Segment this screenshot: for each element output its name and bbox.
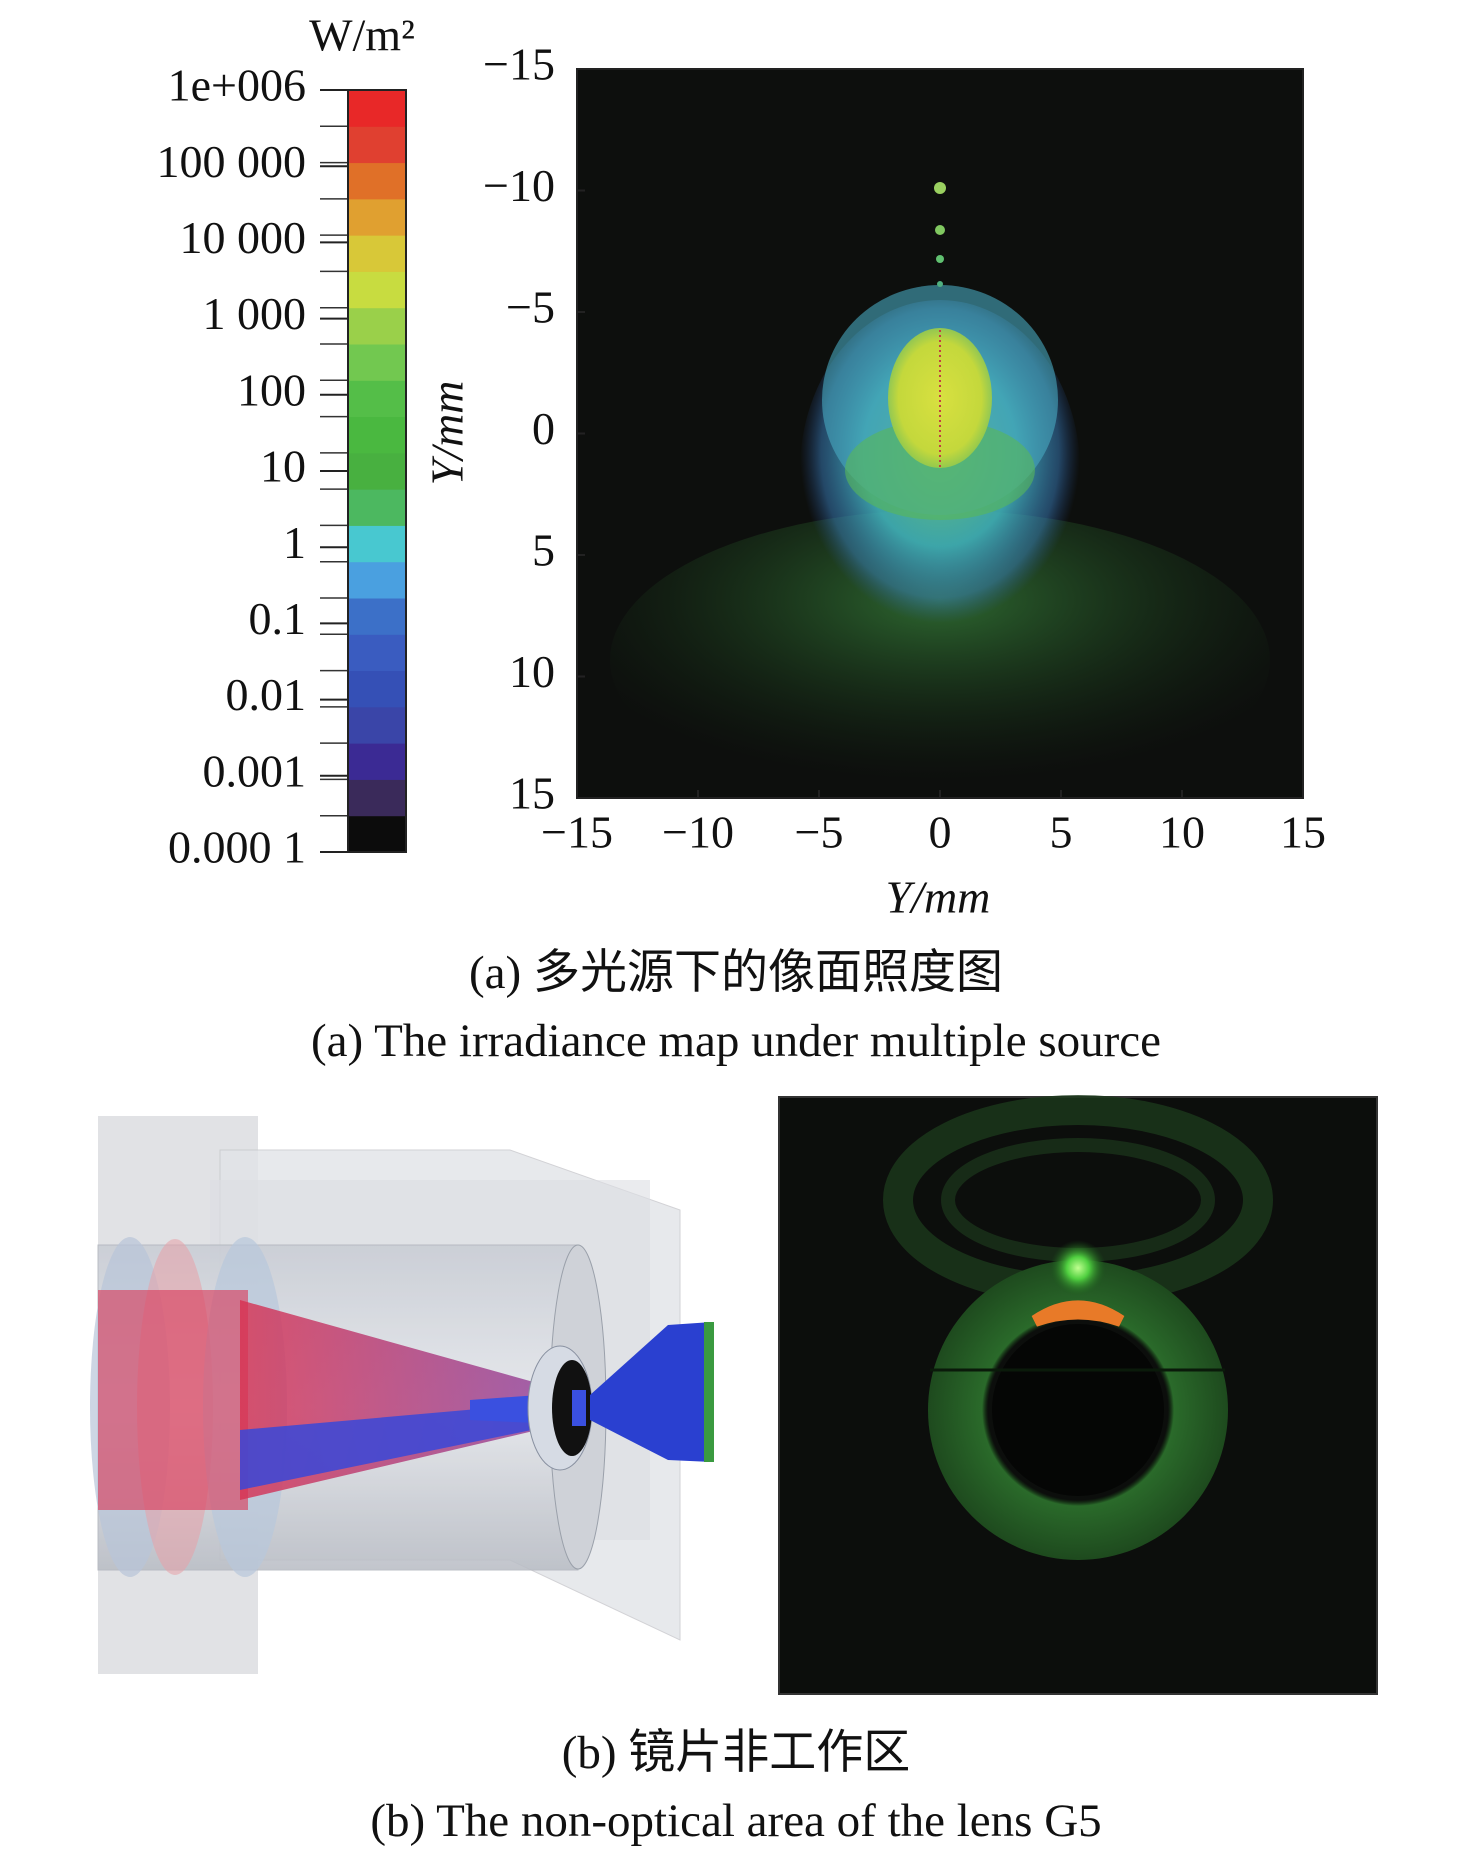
irradiance-image bbox=[577, 69, 1303, 810]
colorbar-segment bbox=[348, 307, 406, 345]
colorbar-title: W/m² bbox=[309, 10, 415, 61]
colorbar-tick-label: 100 bbox=[237, 364, 306, 415]
colorbar-segment bbox=[348, 561, 406, 599]
y-tick-label: 10 bbox=[509, 646, 555, 697]
colorbar-tick-label: 1 bbox=[283, 517, 306, 568]
detector-image bbox=[778, 1095, 1378, 1695]
y-tick-label: −10 bbox=[483, 160, 555, 211]
colorbar-segment bbox=[348, 416, 406, 454]
colorbar-segment bbox=[348, 90, 406, 127]
colorbar-tick-label: 10 bbox=[260, 441, 306, 492]
colorbar-segment bbox=[348, 598, 406, 635]
x-tick-label: 5 bbox=[1050, 807, 1073, 858]
x-tick-label: 10 bbox=[1159, 807, 1205, 858]
colorbar-tick-label: 0.000 1 bbox=[168, 822, 306, 873]
y-tick-label: −15 bbox=[483, 39, 555, 90]
colorbar-tick-label: 100 000 bbox=[157, 136, 307, 187]
colorbar-segment bbox=[348, 235, 406, 272]
colorbar-segment bbox=[348, 525, 406, 563]
y-tick-label: 5 bbox=[532, 525, 555, 576]
colorbar-segment bbox=[348, 670, 406, 708]
colorbar-segment bbox=[348, 198, 406, 236]
lens-render bbox=[90, 1116, 714, 1674]
y-tick-label: 15 bbox=[509, 768, 555, 819]
caption: (b) 镜片非工作区 bbox=[562, 1727, 911, 1779]
colorbar-segment bbox=[348, 634, 406, 672]
colorbar-segment bbox=[348, 779, 406, 817]
colorbar-segment bbox=[348, 344, 406, 381]
x-tick-label: −15 bbox=[541, 807, 613, 858]
colorbar-segment bbox=[348, 271, 406, 309]
colorbar-segment bbox=[348, 162, 406, 200]
colorbar-segment bbox=[348, 380, 406, 418]
colorbar-tick-label: 0.1 bbox=[249, 593, 307, 644]
colorbar-tick-label: 1e+006 bbox=[168, 60, 306, 111]
colorbar-tick-label: 10 000 bbox=[180, 212, 307, 263]
colorbar-tick-label: 0.01 bbox=[226, 669, 307, 720]
caption: (a) The irradiance map under multiple so… bbox=[311, 1015, 1161, 1067]
x-tick-label: −5 bbox=[795, 807, 844, 858]
caption: (b) The non-optical area of the lens G5 bbox=[370, 1795, 1101, 1847]
x-tick-label: 0 bbox=[929, 807, 952, 858]
colorbar-segment bbox=[348, 743, 406, 780]
colorbar-tick-label: 0.001 bbox=[203, 745, 307, 796]
colorbar-segment bbox=[348, 452, 406, 490]
caption: (a) 多光源下的像面照度图 bbox=[469, 947, 1003, 999]
x-tick-label: 15 bbox=[1280, 807, 1326, 858]
y-tick-label: −5 bbox=[506, 282, 555, 333]
colorbar-tick-label: 1 000 bbox=[203, 288, 307, 339]
y-axis-label: Y/mm bbox=[422, 381, 473, 486]
x-axis-label: Y/mm bbox=[886, 872, 991, 923]
x-tick-label: −10 bbox=[662, 807, 734, 858]
colorbar-segment bbox=[348, 126, 406, 164]
colorbar-segment bbox=[348, 706, 406, 744]
y-tick-label: 0 bbox=[532, 403, 555, 454]
colorbar-segment bbox=[348, 489, 406, 526]
colorbar-segment bbox=[348, 815, 406, 853]
